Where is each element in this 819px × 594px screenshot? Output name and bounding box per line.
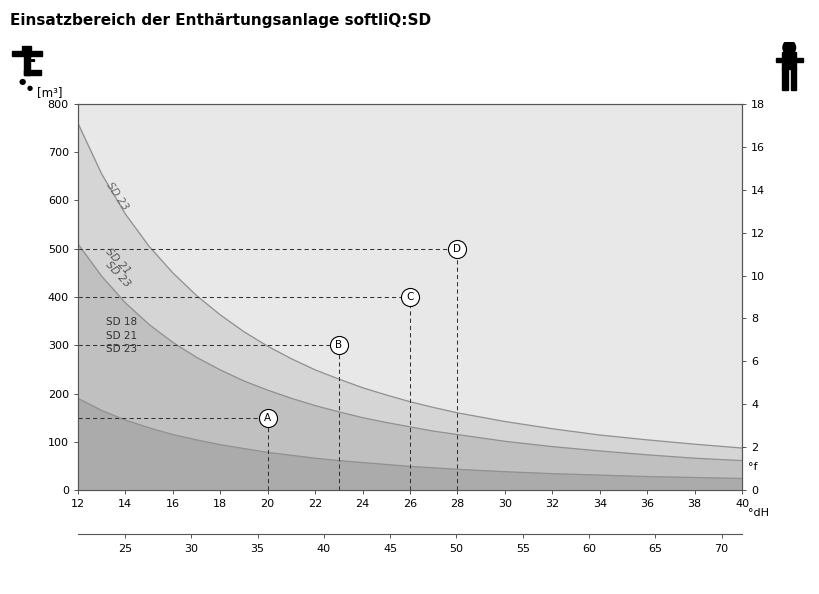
Bar bbox=[12, 50, 42, 56]
Text: [m³]: [m³] bbox=[37, 86, 62, 99]
Bar bbox=[24, 55, 29, 75]
Text: B: B bbox=[335, 340, 342, 350]
Text: SD 21: SD 21 bbox=[104, 247, 133, 277]
Text: ▬: ▬ bbox=[27, 56, 35, 65]
Text: °dH: °dH bbox=[747, 508, 767, 518]
Bar bbox=[790, 68, 795, 90]
Bar bbox=[795, 58, 802, 62]
Bar bbox=[781, 52, 795, 69]
Bar bbox=[22, 46, 31, 50]
Text: ●: ● bbox=[26, 86, 33, 91]
Text: SD 23: SD 23 bbox=[106, 344, 138, 354]
Text: SD 21: SD 21 bbox=[106, 331, 138, 340]
Text: Einsatzbereich der Enthärtungsanlage softliQ:SD: Einsatzbereich der Enthärtungsanlage sof… bbox=[10, 13, 431, 28]
Text: °f: °f bbox=[747, 462, 756, 472]
Text: SD 18: SD 18 bbox=[106, 317, 138, 327]
Text: D: D bbox=[453, 244, 461, 254]
Text: SD 23: SD 23 bbox=[104, 260, 133, 290]
Text: C: C bbox=[406, 292, 413, 302]
Bar bbox=[781, 68, 787, 90]
Bar bbox=[775, 58, 781, 62]
Text: A: A bbox=[264, 413, 271, 423]
Text: ●: ● bbox=[19, 77, 25, 86]
Text: SD 23: SD 23 bbox=[104, 181, 129, 212]
Circle shape bbox=[782, 40, 794, 55]
Bar bbox=[24, 69, 41, 75]
